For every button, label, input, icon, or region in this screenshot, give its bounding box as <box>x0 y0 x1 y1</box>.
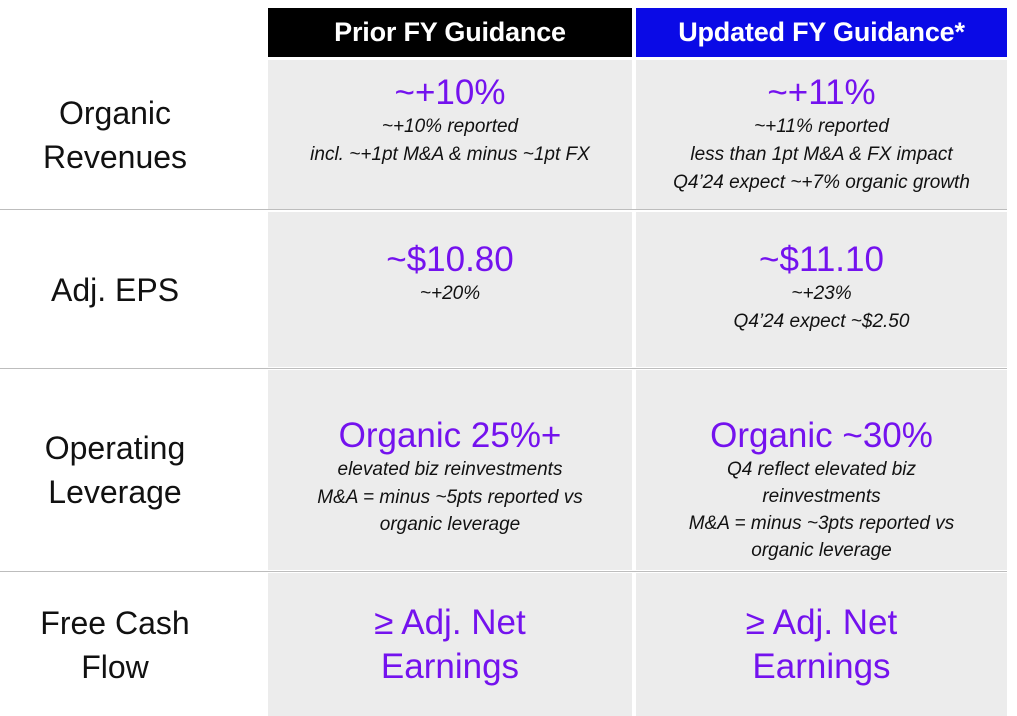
updated-adj-eps-cell: ~$11.10 ~+23% Q4’24 expect ~$2.50 <box>636 212 1007 367</box>
headline-value: ~+10% <box>394 73 506 112</box>
note: less than 1pt M&A & FX impact <box>690 144 953 165</box>
note: ~+10% reported <box>381 116 519 137</box>
headline-value: ≥ Adj. Net <box>745 603 898 642</box>
note: Q4’24 expect ~+7% organic growth <box>673 172 970 193</box>
prior-adj-eps-cell: ~$10.80 ~+20% <box>268 212 632 367</box>
note: organic leverage <box>751 540 892 561</box>
note: incl. ~+1pt M&A & minus ~1pt FX <box>310 144 590 165</box>
note: M&A = minus ~5pts reported vs <box>317 487 583 508</box>
updated-fy-guidance-header: Updated FY Guidance* <box>636 8 1007 57</box>
note: ~+23% <box>791 283 852 304</box>
headline-value: Organic ~30% <box>710 416 933 455</box>
headline-value: ≥ Adj. Net <box>374 603 526 642</box>
note: Q4 reflect elevated biz <box>726 459 917 480</box>
note: M&A = minus ~3pts reported vs <box>688 513 955 534</box>
prior-fy-guidance-header: Prior FY Guidance <box>268 8 632 57</box>
row-divider <box>0 571 1007 572</box>
note: organic leverage <box>379 514 521 535</box>
updated-free-cash-flow-cell: ≥ Adj. Net Earnings <box>636 573 1007 716</box>
row-divider <box>0 368 1007 369</box>
prior-operating-leverage-cell: Organic 25%+ elevated biz reinvestments … <box>268 370 632 570</box>
prior-organic-revenues-cell: ~+10% ~+10% reported incl. ~+1pt M&A & m… <box>268 60 632 209</box>
note: reinvestments <box>762 486 881 507</box>
row-label-organic-revenues: Organic Revenues <box>42 94 188 175</box>
headline-value: Earnings <box>380 647 520 686</box>
headline-value: ~$11.10 <box>759 240 884 279</box>
note: elevated biz reinvestments <box>337 459 563 480</box>
headline-value: Earnings <box>752 647 891 686</box>
headline-value: Organic 25%+ <box>338 416 562 455</box>
row-label-adj-eps: Adj. EPS <box>50 271 180 308</box>
note: ~+11% reported <box>754 116 889 137</box>
row-divider <box>0 209 1007 210</box>
row-label-operating-leverage: Operating Leverage <box>44 430 186 510</box>
headline-value: ~$10.80 <box>386 240 514 279</box>
updated-organic-revenues-cell: ~+11% ~+11% reported less than 1pt M&A &… <box>636 60 1007 209</box>
note: Q4’24 expect ~$2.50 <box>733 311 910 332</box>
note: ~+20% <box>419 283 481 304</box>
row-label-free-cash-flow: Free Cash Flow <box>40 604 190 685</box>
headline-value: ~+11% <box>767 73 876 112</box>
prior-free-cash-flow-cell: ≥ Adj. Net Earnings <box>268 573 632 716</box>
updated-operating-leverage-cell: Organic ~30% Q4 reflect elevated biz rei… <box>636 370 1007 570</box>
